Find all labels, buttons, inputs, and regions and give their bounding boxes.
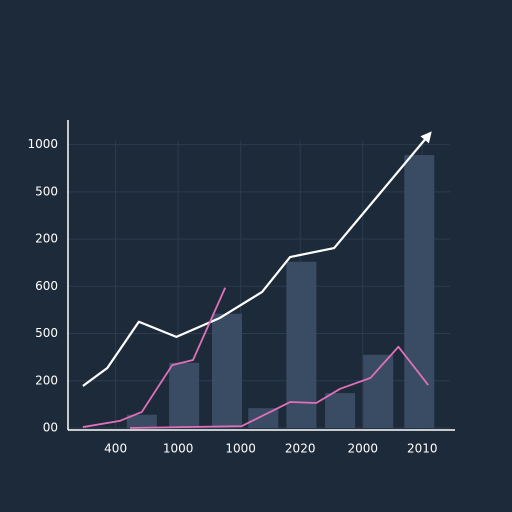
x-tick-label: 2020 [285,442,316,456]
y-tick-label: 500 [35,184,58,198]
bar [325,393,356,428]
x-tick-label: 1000 [225,442,256,456]
x-tick-label: 2000 [347,442,378,456]
x-tick-label: 1000 [163,442,194,456]
y-tick-label: 600 [35,279,58,293]
x-tick-label: 2010 [407,442,438,456]
bar [404,155,435,428]
x-tick-label: 400 [104,442,127,456]
y-tick-label: 1000 [27,137,58,151]
y-tick-label: 200 [35,232,58,246]
y-tick-label: 200 [35,373,58,387]
line-series [82,131,432,387]
bar [126,414,157,428]
bar [169,362,200,428]
y-tick-label: 500 [35,326,58,340]
bar [286,261,317,428]
bar [363,354,394,428]
line-series [82,287,227,428]
bar [211,313,242,428]
bar [248,408,279,428]
line-series [129,345,429,429]
y-tick-label: 00 [43,421,58,435]
